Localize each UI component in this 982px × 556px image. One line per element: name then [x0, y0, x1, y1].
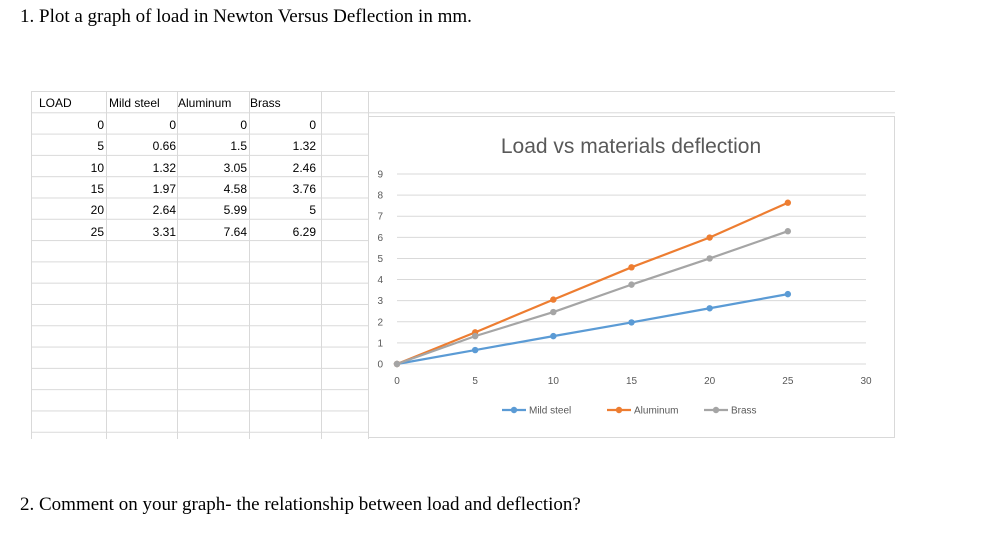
data-point — [550, 332, 557, 340]
table-cell: 1.5 — [230, 139, 247, 154]
data-point — [471, 332, 479, 340]
question-1: 1. Plot a graph of load in Newton Versus… — [20, 6, 472, 27]
x-tick-label: 25 — [782, 376, 794, 387]
table-cell: 3.05 — [223, 160, 247, 175]
data-point — [706, 255, 713, 262]
data-point — [471, 346, 479, 354]
y-tick-label: 6 — [377, 233, 383, 244]
chart-title: Load vs materials deflection — [501, 135, 761, 158]
table-cell: 0 — [169, 118, 176, 132]
chart-area: Load vs materials deflection 0 1 2 3 4 5 6 7 8 9 0… — [368, 116, 895, 438]
table-cell: 6.29 — [292, 224, 316, 239]
table-cell: 15 — [90, 181, 104, 196]
legend-label: Mild steel — [529, 406, 571, 417]
table-cell: 20 — [90, 203, 104, 218]
y-tick-label: 3 — [377, 296, 383, 307]
series-line-3 — [396, 230, 789, 366]
y-tick-label: 7 — [377, 212, 383, 223]
data-point — [393, 360, 401, 368]
legend-label: Brass — [731, 406, 757, 417]
y-tick-label: 8 — [377, 191, 383, 202]
table-header-cell: Aluminum — [178, 96, 232, 110]
table-cell: 5 — [97, 139, 104, 154]
table-cell: 2.64 — [152, 203, 176, 218]
table-cell: 7.64 — [223, 224, 247, 239]
line-chart: Load vs materials deflection 0 1 2 3 4 5 6 7 8 9 0… — [377, 135, 872, 417]
data-point — [784, 228, 792, 235]
legend-swatch-marker — [615, 406, 623, 414]
table-header-cell: Mild steel — [109, 96, 160, 110]
table-cell: 25 — [90, 224, 104, 239]
data-point — [550, 296, 557, 303]
table-cell: 4.58 — [223, 181, 247, 196]
data-point — [784, 199, 792, 206]
table-cell: 0 — [97, 118, 104, 132]
y-tick-label: 5 — [377, 254, 383, 265]
data-point — [706, 234, 713, 241]
data-point — [628, 319, 635, 326]
y-tick-label: 4 — [377, 275, 383, 286]
x-tick-label: 0 — [394, 376, 400, 387]
table-header-cell: Brass — [250, 96, 281, 110]
x-tick-label: 30 — [860, 376, 872, 387]
table-cell: 10 — [90, 160, 104, 175]
legend-swatch-marker — [510, 406, 518, 414]
x-tick-label: 5 — [472, 376, 478, 387]
x-tick-label: 20 — [704, 376, 716, 387]
table-header-cell: LOAD — [39, 96, 72, 110]
data-point — [628, 264, 635, 271]
x-tick-label: 10 — [548, 376, 560, 387]
table-cell: 5 — [309, 203, 316, 218]
table-cell: 0.66 — [152, 139, 176, 154]
y-tick-label: 2 — [377, 317, 383, 328]
y-tick-label: 9 — [377, 170, 383, 181]
data-point — [550, 308, 557, 316]
legend-item: Mild steel — [502, 406, 571, 417]
table-cell: 0 — [309, 118, 316, 132]
series-line-1 — [396, 293, 789, 366]
table-cell: 1.32 — [152, 160, 176, 175]
legend-label: Aluminum — [634, 406, 678, 417]
table-cell: 1.97 — [152, 181, 176, 196]
x-tick-label: 15 — [626, 376, 638, 387]
y-tick-label: 0 — [377, 360, 383, 371]
table-cell: 0 — [240, 118, 247, 132]
table-cell: 1.32 — [292, 139, 316, 154]
data-point — [706, 305, 713, 312]
series-line-2 — [396, 201, 789, 366]
data-point — [784, 290, 792, 298]
legend-item: Aluminum — [607, 406, 678, 417]
table-cell: 2.46 — [292, 160, 316, 175]
table-cell: 3.31 — [152, 224, 176, 239]
table-cell: 5.99 — [223, 203, 247, 218]
data-point — [628, 281, 635, 288]
question-2: 2. Comment on your graph- the relationsh… — [20, 494, 581, 515]
legend-item: Brass — [704, 406, 757, 417]
y-tick-label: 1 — [377, 338, 383, 349]
legend-swatch-marker — [712, 406, 720, 414]
table-cell: 3.76 — [292, 181, 316, 196]
